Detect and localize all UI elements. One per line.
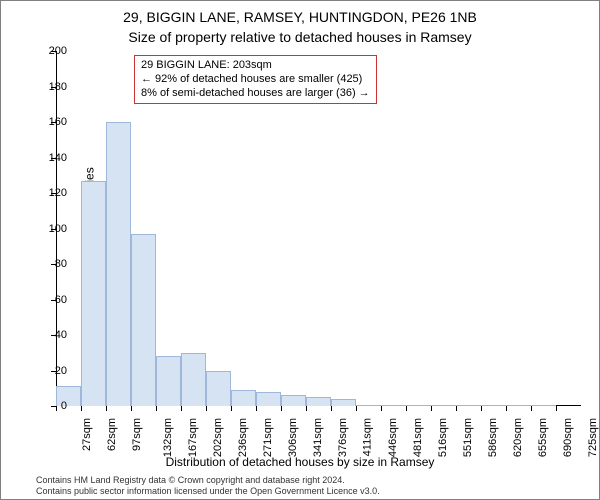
x-tick-mark bbox=[231, 406, 232, 411]
y-tick-label: 140 bbox=[37, 152, 67, 164]
annotation-line3: 8% of semi-detached houses are larger (3… bbox=[141, 87, 370, 101]
y-tick-label: 200 bbox=[37, 45, 67, 57]
bar bbox=[231, 390, 256, 406]
attribution: Contains HM Land Registry data © Crown c… bbox=[36, 475, 380, 497]
x-tick-label: 551sqm bbox=[462, 418, 474, 457]
x-tick-label: 620sqm bbox=[512, 418, 524, 457]
x-tick-mark bbox=[481, 406, 482, 411]
x-tick-label: 376sqm bbox=[337, 418, 349, 457]
bar bbox=[131, 234, 156, 406]
chart-container: 29, BIGGIN LANE, RAMSEY, HUNTINGDON, PE2… bbox=[0, 0, 600, 500]
bar bbox=[281, 395, 306, 406]
x-tick-label: 341sqm bbox=[312, 418, 324, 457]
y-tick-label: 180 bbox=[37, 81, 67, 93]
x-tick-mark bbox=[256, 406, 257, 411]
bar bbox=[381, 405, 406, 406]
bar bbox=[531, 405, 556, 406]
x-tick-mark bbox=[431, 406, 432, 411]
title-main: 29, BIGGIN LANE, RAMSEY, HUNTINGDON, PE2… bbox=[1, 9, 599, 25]
bar bbox=[431, 405, 456, 406]
x-tick-mark bbox=[131, 406, 132, 411]
x-tick-label: 690sqm bbox=[562, 418, 574, 457]
x-tick-label: 586sqm bbox=[487, 418, 499, 457]
bar bbox=[506, 405, 531, 406]
x-axis-title: Distribution of detached houses by size … bbox=[1, 455, 599, 469]
x-tick-mark bbox=[206, 406, 207, 411]
x-tick-label: 516sqm bbox=[437, 418, 449, 457]
bar bbox=[156, 356, 181, 406]
annotation-line2: ← 92% of detached houses are smaller (42… bbox=[141, 73, 370, 87]
y-tick-label: 120 bbox=[37, 187, 67, 199]
x-tick-label: 271sqm bbox=[262, 418, 274, 457]
y-tick-label: 20 bbox=[37, 365, 67, 377]
x-tick-mark bbox=[306, 406, 307, 411]
y-tick-label: 60 bbox=[37, 294, 67, 306]
x-tick-mark bbox=[406, 406, 407, 411]
y-tick-label: 40 bbox=[37, 329, 67, 341]
annotation-line1: 29 BIGGIN LANE: 203sqm bbox=[141, 59, 370, 73]
bar bbox=[181, 353, 206, 406]
x-tick-mark bbox=[381, 406, 382, 411]
y-tick-label: 80 bbox=[37, 258, 67, 270]
y-tick-label: 0 bbox=[37, 400, 67, 412]
x-tick-mark bbox=[531, 406, 532, 411]
attribution-line2: Contains public sector information licen… bbox=[36, 486, 380, 497]
bar bbox=[106, 122, 131, 406]
x-tick-label: 481sqm bbox=[412, 418, 424, 457]
x-tick-mark bbox=[81, 406, 82, 411]
x-tick-label: 446sqm bbox=[387, 418, 399, 457]
x-tick-mark bbox=[181, 406, 182, 411]
x-tick-mark bbox=[331, 406, 332, 411]
x-tick-mark bbox=[156, 406, 157, 411]
annotation-box: 29 BIGGIN LANE: 203sqm ← 92% of detached… bbox=[134, 55, 377, 104]
bar bbox=[81, 181, 106, 406]
x-tick-label: 306sqm bbox=[287, 418, 299, 457]
bar bbox=[256, 392, 281, 406]
x-tick-label: 167sqm bbox=[187, 418, 199, 457]
x-tick-label: 725sqm bbox=[587, 418, 599, 457]
y-tick-label: 160 bbox=[37, 116, 67, 128]
x-tick-label: 27sqm bbox=[81, 418, 93, 451]
title-sub: Size of property relative to detached ho… bbox=[1, 29, 599, 45]
bar bbox=[331, 399, 356, 406]
bar bbox=[456, 405, 481, 406]
x-tick-label: 655sqm bbox=[537, 418, 549, 457]
attribution-line1: Contains HM Land Registry data © Crown c… bbox=[36, 475, 380, 486]
x-tick-label: 62sqm bbox=[106, 418, 118, 451]
x-tick-label: 97sqm bbox=[131, 418, 143, 451]
x-tick-mark bbox=[106, 406, 107, 411]
x-tick-mark bbox=[456, 406, 457, 411]
bar bbox=[406, 405, 431, 406]
plot-area: 29 BIGGIN LANE: 203sqm ← 92% of detached… bbox=[56, 51, 581, 406]
y-tick-label: 100 bbox=[37, 223, 67, 235]
x-tick-mark bbox=[281, 406, 282, 411]
x-tick-label: 202sqm bbox=[212, 418, 224, 457]
x-tick-mark bbox=[356, 406, 357, 411]
bar bbox=[306, 397, 331, 406]
x-tick-mark bbox=[506, 406, 507, 411]
x-tick-label: 411sqm bbox=[361, 418, 373, 456]
bar bbox=[481, 405, 506, 406]
x-tick-label: 236sqm bbox=[237, 418, 249, 457]
bar bbox=[356, 405, 381, 406]
x-tick-label: 132sqm bbox=[162, 418, 174, 457]
bar bbox=[206, 371, 231, 407]
x-tick-mark bbox=[556, 406, 557, 411]
